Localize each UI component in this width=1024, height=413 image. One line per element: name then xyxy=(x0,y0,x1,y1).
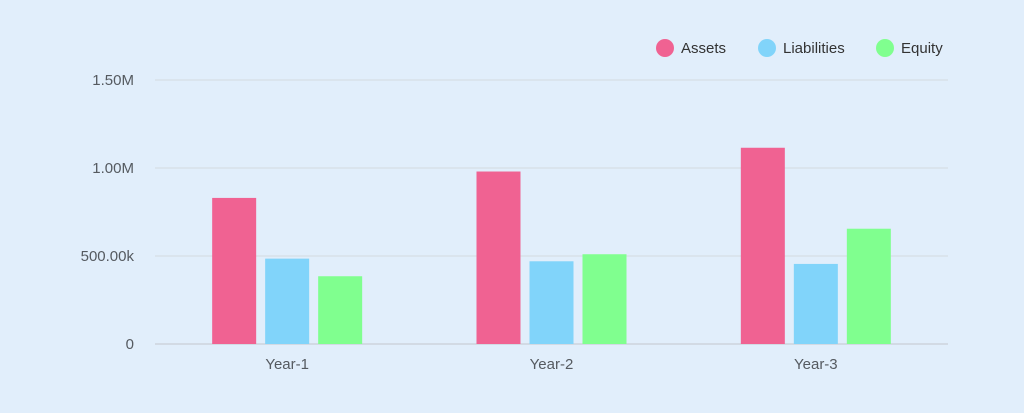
legend-item-equity: Equity xyxy=(876,39,943,57)
bar-liabilities-year-2 xyxy=(529,261,574,344)
y-tick-label: 1.50M xyxy=(92,72,134,89)
y-tick-label: 0 xyxy=(126,336,134,353)
bar-equity-year-1 xyxy=(318,276,363,344)
legend: Assets Liabilities Equity xyxy=(656,39,943,57)
legend-swatch-assets xyxy=(656,39,674,57)
legend-label-assets: Assets xyxy=(681,40,726,57)
x-tick-label: Year-2 xyxy=(530,356,574,373)
x-tick-label: Year-1 xyxy=(265,356,309,373)
x-axis-ticks: Year-1 Year-2 Year-3 xyxy=(265,356,837,373)
legend-label-equity: Equity xyxy=(901,40,943,57)
y-axis-ticks: 0 500.00k 1.00M 1.50M xyxy=(81,72,135,353)
y-tick-label: 1.00M xyxy=(92,160,134,177)
bar-assets-year-2 xyxy=(476,171,521,344)
bar-assets-year-3 xyxy=(740,147,785,344)
bar-liabilities-year-1 xyxy=(265,258,310,344)
legend-item-liabilities: Liabilities xyxy=(758,39,845,57)
x-tick-label: Year-3 xyxy=(794,356,838,373)
bar-equity-year-2 xyxy=(582,254,627,344)
legend-swatch-equity xyxy=(876,39,894,57)
legend-label-liabilities: Liabilities xyxy=(783,40,845,57)
legend-item-assets: Assets xyxy=(656,39,726,57)
y-tick-label: 500.00k xyxy=(81,248,135,265)
legend-swatch-liabilities xyxy=(758,39,776,57)
bar-equity-year-3 xyxy=(846,228,891,344)
bar-liabilities-year-3 xyxy=(793,263,838,344)
bar-assets-year-1 xyxy=(212,197,257,344)
bars xyxy=(212,147,891,344)
